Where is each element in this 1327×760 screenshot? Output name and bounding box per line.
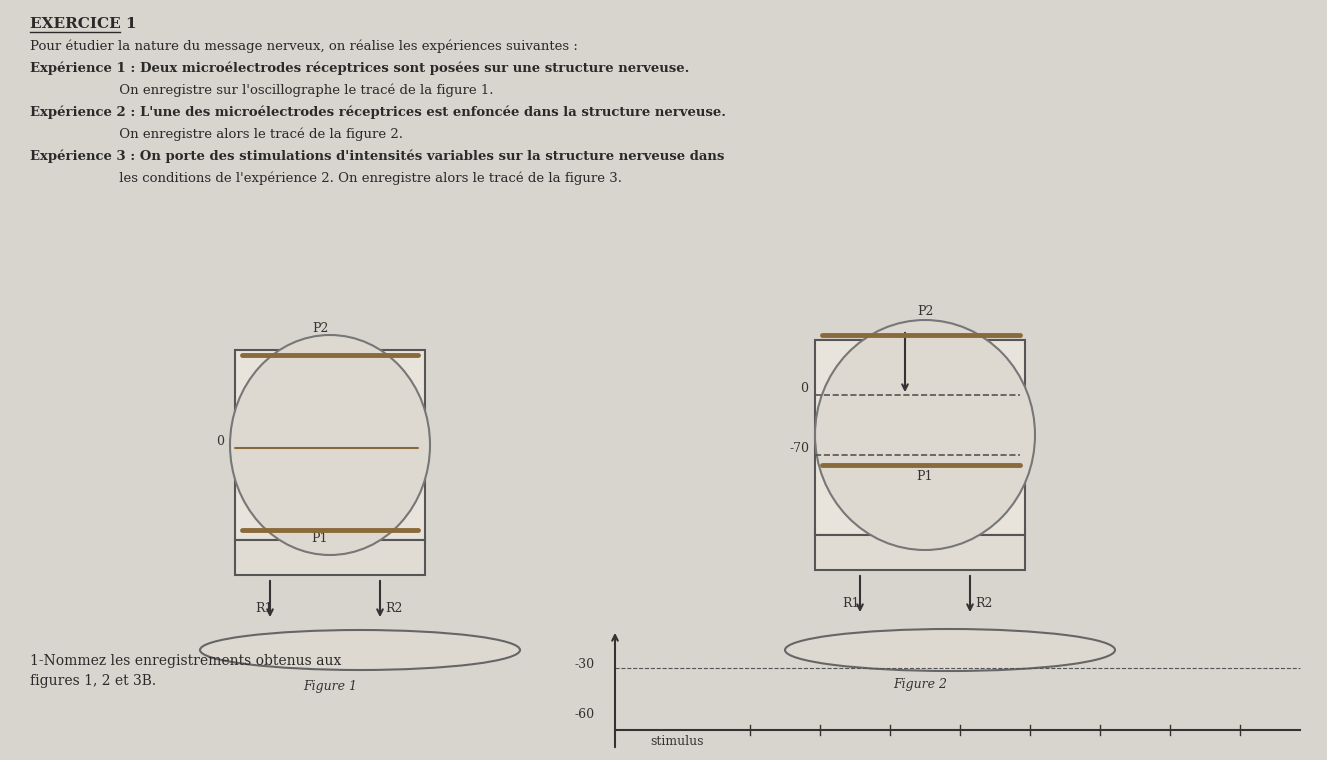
Text: P1: P1 xyxy=(917,470,933,483)
Ellipse shape xyxy=(815,320,1035,550)
Text: 0: 0 xyxy=(216,435,224,448)
Text: On enregistre sur l'oscillographe le tracé de la figure 1.: On enregistre sur l'oscillographe le tra… xyxy=(31,84,494,97)
Text: -30: -30 xyxy=(575,658,594,671)
Text: R2: R2 xyxy=(975,597,993,610)
Text: les conditions de l'expérience 2. On enregistre alors le tracé de la figure 3.: les conditions de l'expérience 2. On enr… xyxy=(31,172,622,185)
Ellipse shape xyxy=(786,629,1115,671)
Bar xyxy=(235,350,425,540)
Text: 0: 0 xyxy=(800,382,808,395)
Text: -70: -70 xyxy=(790,442,809,455)
Text: -60: -60 xyxy=(575,708,594,721)
Text: P2: P2 xyxy=(312,322,328,335)
Text: stimulus: stimulus xyxy=(650,735,703,748)
Text: Expérience 1 : Deux microélectrodes réceptrices sont posées sur une structure ne: Expérience 1 : Deux microélectrodes réce… xyxy=(31,62,689,75)
Text: Figure 1: Figure 1 xyxy=(303,680,357,693)
Text: Figure 2: Figure 2 xyxy=(893,678,947,691)
Bar xyxy=(815,535,1024,570)
Text: P2: P2 xyxy=(917,305,933,318)
Bar xyxy=(815,340,1024,535)
Text: R2: R2 xyxy=(385,602,402,615)
Ellipse shape xyxy=(230,335,430,555)
Ellipse shape xyxy=(200,630,520,670)
Text: R1: R1 xyxy=(843,597,860,610)
Text: On enregistre alors le tracé de la figure 2.: On enregistre alors le tracé de la figur… xyxy=(31,128,403,141)
Text: figures 1, 2 et 3B.: figures 1, 2 et 3B. xyxy=(31,674,157,688)
Text: 1-Nommez les enregistrements obtenus aux: 1-Nommez les enregistrements obtenus aux xyxy=(31,654,341,668)
Text: Expérience 3 : On porte des stimulations d'intensités variables sur la structure: Expérience 3 : On porte des stimulations… xyxy=(31,150,725,163)
Bar xyxy=(235,540,425,575)
Text: R1: R1 xyxy=(255,602,272,615)
Text: EXERCICE 1: EXERCICE 1 xyxy=(31,17,137,31)
Text: P1: P1 xyxy=(312,532,328,545)
Text: Expérience 2 : L'une des microélectrodes réceptrices est enfoncée dans la struct: Expérience 2 : L'une des microélectrodes… xyxy=(31,106,726,119)
Text: Pour étudier la nature du message nerveux, on réalise les expériences suivantes : Pour étudier la nature du message nerveu… xyxy=(31,40,577,53)
